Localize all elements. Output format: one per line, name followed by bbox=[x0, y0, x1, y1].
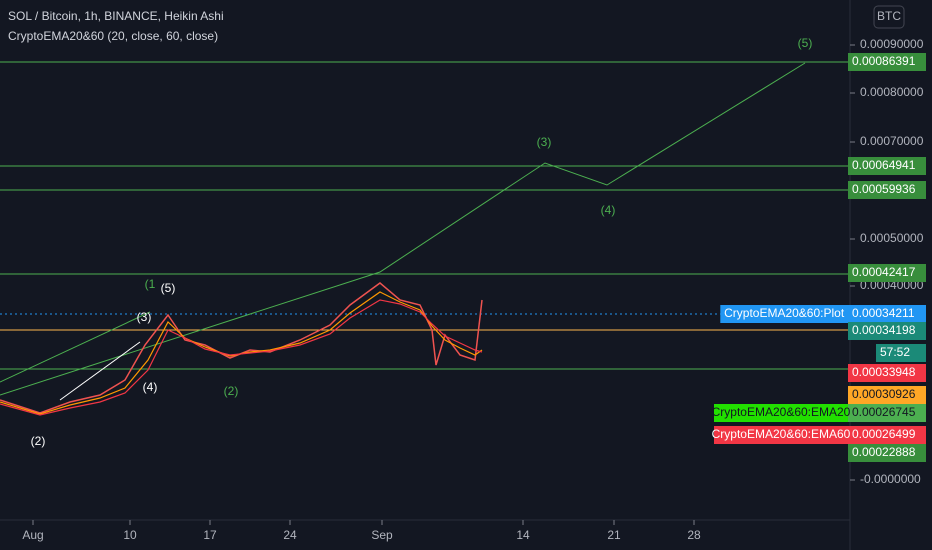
time-tick-label: 17 bbox=[203, 528, 217, 542]
price-tag-value: 0.00034198 bbox=[852, 323, 916, 337]
price-tick-label: 0.00090000 bbox=[860, 37, 924, 51]
price-tag bbox=[848, 322, 926, 340]
time-tick-label: 14 bbox=[516, 528, 530, 542]
wave-label: (5) bbox=[798, 36, 813, 50]
currency-button[interactable] bbox=[873, 5, 905, 29]
currency-label[interactable]: BTC bbox=[877, 9, 901, 23]
price-tag bbox=[848, 53, 926, 71]
price-tick-label: -0.0000000 bbox=[860, 472, 921, 486]
price-tag-value: 0.00059936 bbox=[852, 182, 916, 196]
price-tag bbox=[876, 344, 926, 362]
price-tag-value: 0.00026499 bbox=[852, 427, 916, 441]
wave-label: (3) bbox=[537, 135, 552, 149]
price-tag bbox=[848, 181, 926, 199]
time-tick-label: Aug bbox=[22, 528, 43, 542]
series-tag-name: CryptoEMA20&60:EMA60 bbox=[712, 427, 851, 441]
wave-label: (3) bbox=[137, 310, 152, 324]
ema20 bbox=[0, 291, 483, 415]
price-tag-value: 0.00034211 bbox=[852, 306, 915, 320]
price-tag bbox=[848, 444, 926, 462]
wave-label: (2) bbox=[31, 434, 46, 448]
series-tag bbox=[720, 305, 848, 323]
price-tag-value: 0.00022888 bbox=[852, 445, 916, 459]
time-tick-label: 10 bbox=[123, 528, 137, 542]
price-tick-label: 0.00070000 bbox=[860, 134, 924, 148]
price-tag bbox=[848, 426, 926, 444]
price-tag-value: 0.00030926 bbox=[852, 387, 916, 401]
price-tag bbox=[848, 386, 926, 404]
indicator-title: CryptoEMA20&60 (20, close, 60, close) bbox=[8, 29, 218, 43]
price-tick-label: 0.00080000 bbox=[860, 85, 924, 99]
time-tick-label: 24 bbox=[283, 528, 297, 542]
series-tag bbox=[714, 426, 848, 444]
time-tick-label: Sep bbox=[371, 528, 393, 542]
time-tick-label: 28 bbox=[687, 528, 701, 542]
price-tick-label: 0.00050000 bbox=[860, 231, 924, 245]
wave-line bbox=[0, 311, 151, 383]
price-tag-value: 57:52 bbox=[880, 345, 910, 359]
wave-line bbox=[59, 341, 141, 401]
price-tag bbox=[848, 404, 926, 422]
price-tag-value: 0.00042417 bbox=[852, 265, 916, 279]
price-tag-value: 0.00026745 bbox=[852, 405, 916, 419]
price-tag bbox=[848, 264, 926, 282]
wave-label: (1 bbox=[145, 277, 156, 291]
wave-line bbox=[0, 62, 806, 396]
series-tag-name: CryptoEMA20&60:EMA20 bbox=[712, 405, 851, 419]
series-tag bbox=[714, 404, 848, 422]
price-tag-value: 0.00086391 bbox=[852, 54, 916, 68]
ema60 bbox=[0, 299, 483, 416]
wave-label: (4) bbox=[143, 380, 158, 394]
price-tag bbox=[848, 305, 926, 323]
price-tag bbox=[848, 364, 926, 382]
symbol-title: SOL / Bitcoin, 1h, BINANCE, Heikin Ashi bbox=[8, 9, 224, 23]
time-tick-label: 21 bbox=[607, 528, 621, 542]
price-tag-value: 0.00033948 bbox=[852, 365, 916, 379]
wave-label: (5) bbox=[161, 281, 176, 295]
series-tag-name: CryptoEMA20&60:Plot bbox=[724, 306, 845, 320]
wave-label: (2) bbox=[224, 384, 239, 398]
price-tag-value: 0.00064941 bbox=[852, 158, 916, 172]
drawings bbox=[0, 61, 850, 416]
price-tag bbox=[848, 157, 926, 175]
wave-label: (4) bbox=[601, 203, 616, 217]
